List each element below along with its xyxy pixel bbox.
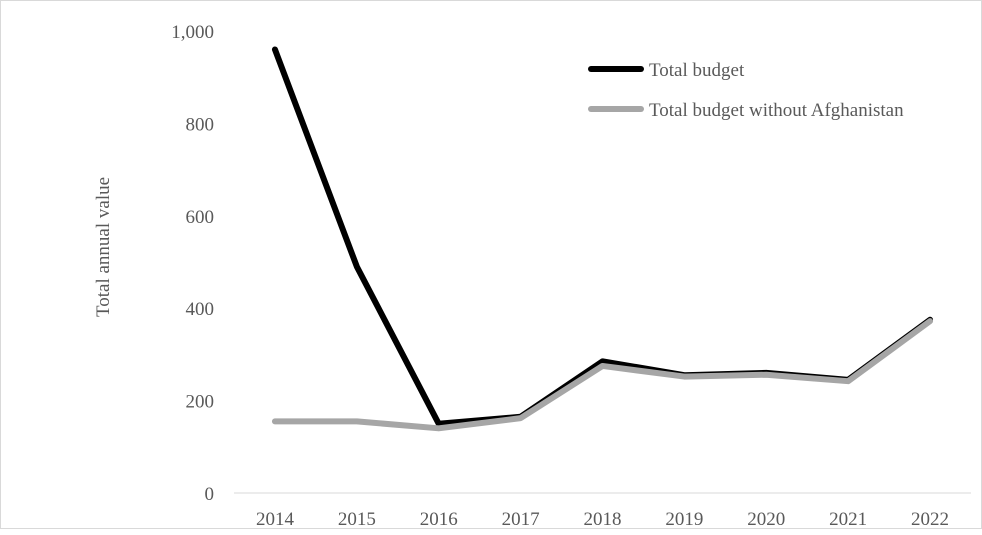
x-tick-label: 2021 [829, 509, 867, 530]
x-tick-label: 2019 [665, 509, 703, 530]
y-tick-label: 0 [205, 484, 215, 505]
y-tick-label: 400 [186, 299, 215, 320]
x-tick-label: 2014 [256, 509, 295, 530]
x-tick-label: 2015 [338, 509, 376, 530]
legend-label: Total budget without Afghanistan [649, 100, 904, 121]
y-axis-tick-labels: 0 200 400 600 800 1,000 [171, 22, 214, 505]
series-layer [271, 46, 934, 432]
x-tick-label: 2017 [502, 509, 540, 530]
legend: Total budget Total budget without Afghani… [588, 60, 904, 121]
x-tick-label: 2020 [747, 509, 785, 530]
y-tick-label: 1,000 [171, 22, 214, 43]
y-tick-label: 800 [186, 114, 215, 135]
y-tick-label: 600 [186, 207, 215, 228]
x-tick-label: 2022 [911, 509, 949, 530]
legend-label: Total budget [649, 60, 745, 81]
x-tick-label: 2016 [420, 509, 458, 530]
x-tick-label: 2018 [584, 509, 622, 530]
series-line [271, 318, 934, 432]
y-axis-title: Total annual value [93, 177, 114, 317]
y-tick-label: 200 [186, 392, 215, 413]
x-axis-tick-labels: 2014 2015 2016 2017 2018 2019 2020 2021 2022 [256, 509, 949, 530]
